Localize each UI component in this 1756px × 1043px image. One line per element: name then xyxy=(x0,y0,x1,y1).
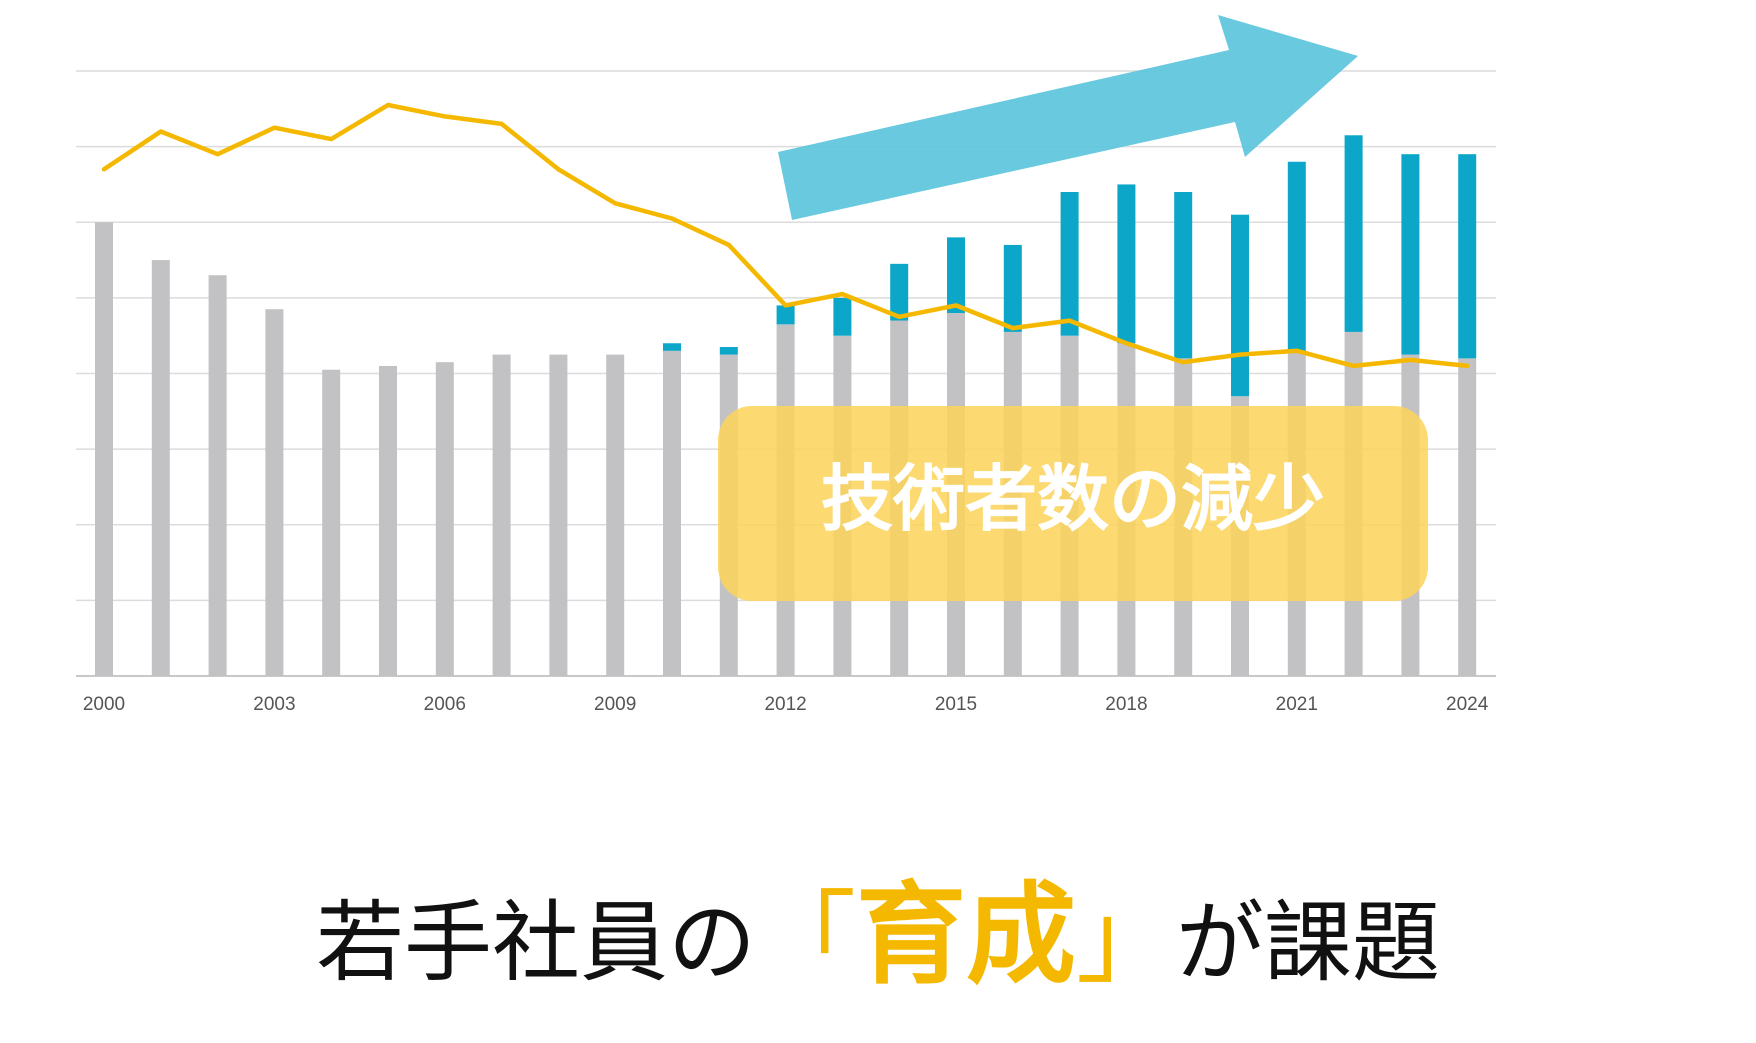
bar-base xyxy=(322,369,341,676)
caption-close-bracket: 」 xyxy=(1076,880,1176,997)
bar-stacked xyxy=(1117,184,1136,344)
bar-stacked xyxy=(1003,244,1022,332)
x-tick-label: 2015 xyxy=(935,694,977,715)
trend-line xyxy=(101,102,1470,369)
bar-stacked xyxy=(947,237,965,313)
bar-base xyxy=(265,309,284,676)
bar-base xyxy=(1458,358,1477,676)
bar-stacked xyxy=(719,347,738,355)
bar-stacked xyxy=(1231,214,1249,397)
bar-stacked xyxy=(1287,161,1306,351)
bar-base xyxy=(606,354,625,676)
x-tick-label: 2009 xyxy=(594,694,636,715)
caption-lead: 若手社員の xyxy=(315,891,756,994)
trend-line-layer xyxy=(101,102,1470,369)
bar-stacked xyxy=(1401,154,1420,355)
x-tick-label: 2000 xyxy=(83,694,125,715)
x-tick-label: 2024 xyxy=(1446,694,1489,715)
bar-stacked xyxy=(1344,135,1363,332)
bar-base xyxy=(549,354,568,676)
x-tick-label: 2021 xyxy=(1276,694,1318,715)
chart-canvas: 技術者数の減少 2000 2003 2006 2009 2012 2015 2018 2021… xyxy=(76,15,1496,715)
decline-badge-background xyxy=(718,406,1428,601)
bar-base xyxy=(379,365,397,676)
bar-base xyxy=(208,275,227,676)
x-tick-label: 2018 xyxy=(1105,694,1147,715)
bar-stacked xyxy=(776,305,795,325)
bar-stacked xyxy=(833,297,852,336)
bar-base xyxy=(95,222,113,676)
x-axis-ticks: 2000 2003 2006 2009 2012 2015 2018 2021 2024 xyxy=(83,694,1489,715)
growth-arrow-layer xyxy=(778,15,1358,220)
decline-badge: 技術者数の減少 xyxy=(718,406,1428,601)
x-tick-label: 2006 xyxy=(424,694,466,715)
decline-badge-text: 技術者数の減少 xyxy=(821,457,1325,541)
caption: 若手社員の「育成」が課題 xyxy=(0,860,1756,1010)
x-tick-label: 2012 xyxy=(764,694,806,715)
bar-stacked xyxy=(890,263,909,321)
bar-stacked xyxy=(663,343,681,351)
bar-stacked xyxy=(1458,154,1477,359)
caption-highlight: 育成 xyxy=(856,871,1076,999)
bar-stacked xyxy=(1174,192,1193,359)
caption-open-bracket: 「 xyxy=(756,880,856,997)
x-tick-label: 2003 xyxy=(253,694,295,715)
bar-base xyxy=(151,260,170,676)
bar-base xyxy=(492,354,511,676)
bar-base xyxy=(663,350,681,676)
bar-base xyxy=(435,362,454,676)
growth-arrow-icon xyxy=(778,15,1358,220)
bar-stacked xyxy=(1060,192,1079,336)
caption-tail: が課題 xyxy=(1176,891,1441,994)
